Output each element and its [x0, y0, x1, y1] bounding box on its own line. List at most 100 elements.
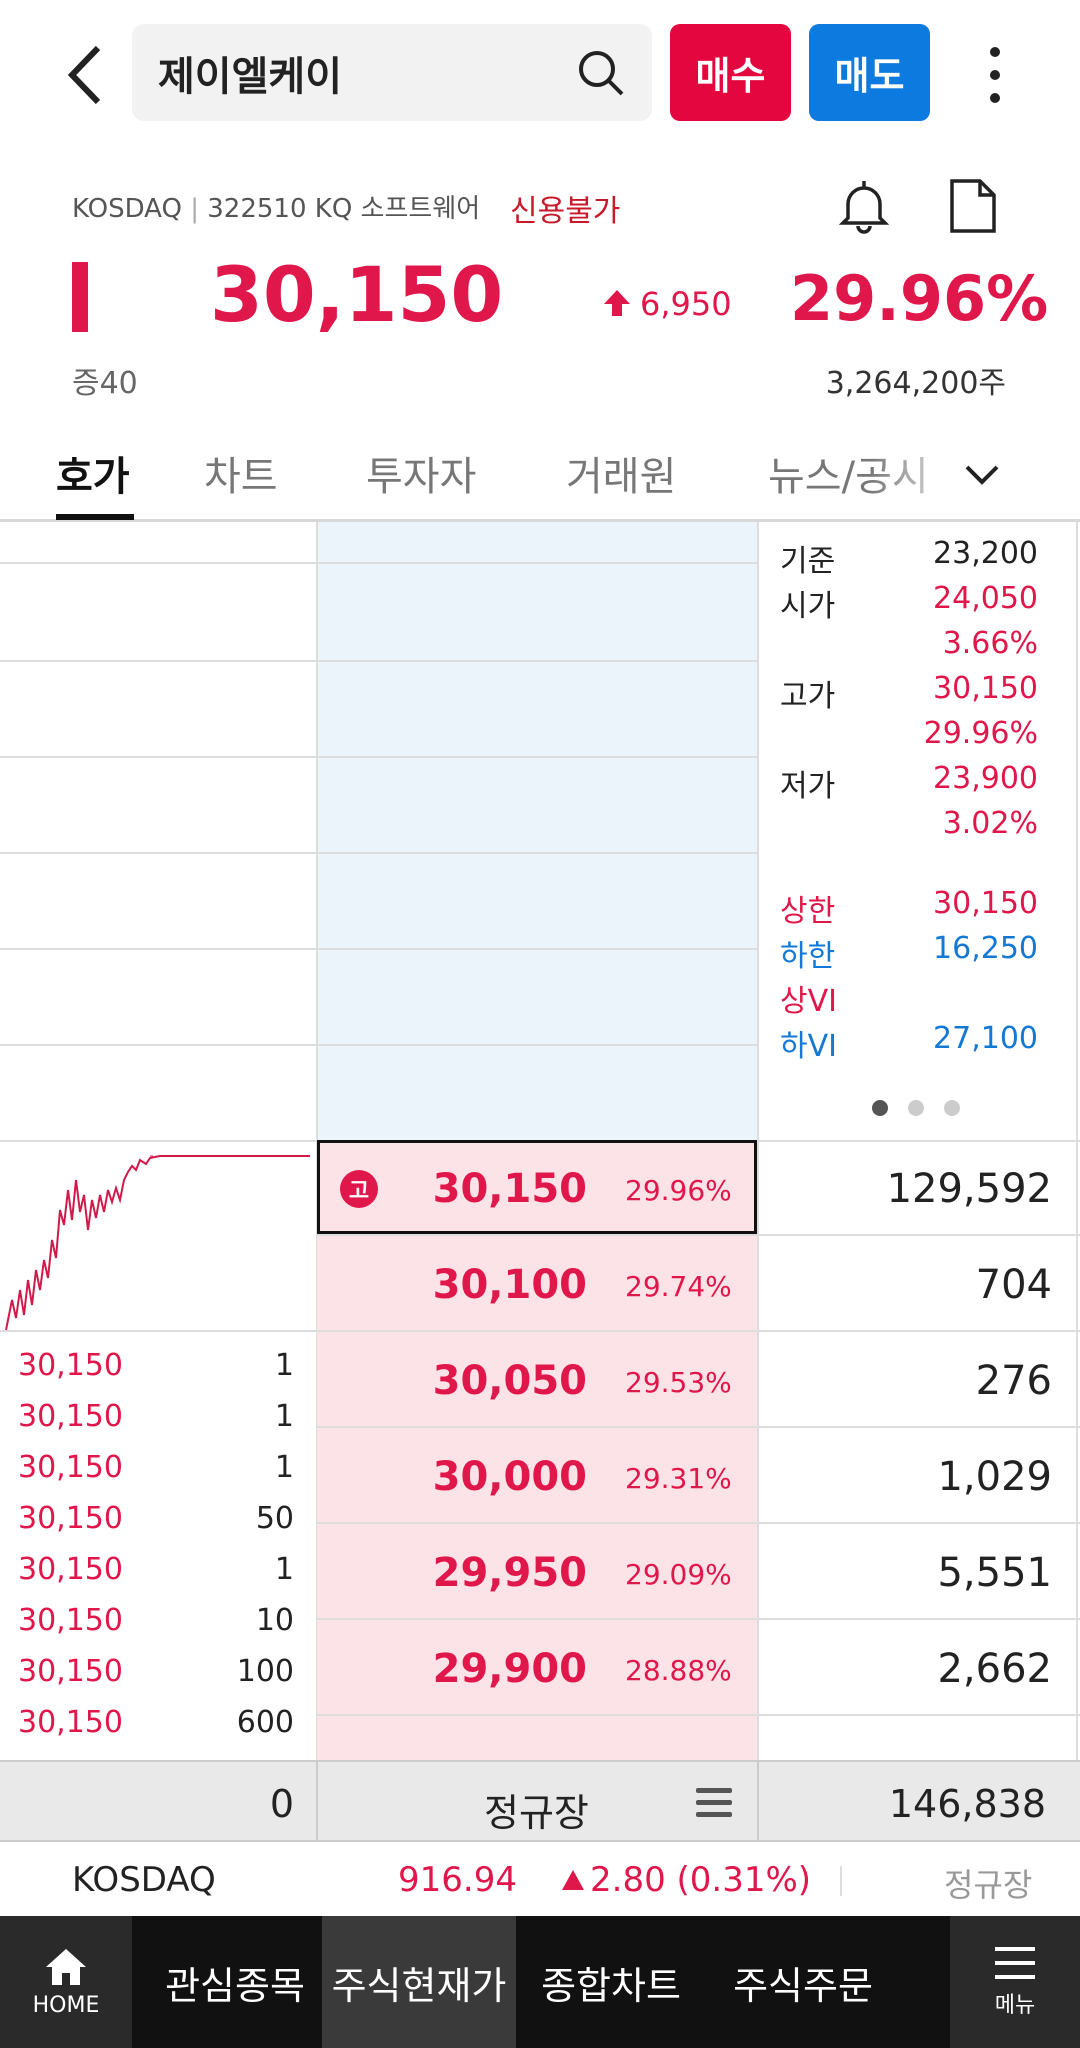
change-percent: 29.96%	[790, 262, 1049, 335]
tab-broker[interactable]: 거래원	[566, 454, 677, 500]
bid-price: 29,900	[432, 1646, 587, 1692]
info-value: 3.66%	[942, 626, 1038, 661]
index-ticker[interactable]	[0, 1842, 1080, 1916]
orderbook-footer	[0, 1760, 1080, 1842]
hamburger-icon	[995, 1947, 1035, 1979]
info-label: 상VI	[780, 984, 837, 1019]
margin-rate: 증40	[72, 366, 138, 401]
info-label: 저가	[780, 769, 836, 804]
page-dot	[872, 1100, 888, 1116]
bid-row[interactable]	[317, 1620, 757, 1716]
bid-row[interactable]	[317, 1524, 757, 1620]
document-icon[interactable]	[946, 178, 998, 234]
page-dot	[944, 1100, 960, 1116]
trade-price: 30,150	[18, 1705, 123, 1740]
tab-orderbook[interactable]: 호가	[56, 454, 130, 500]
back-arrow-icon[interactable]	[60, 40, 110, 110]
bid-row-highlight[interactable]	[317, 1140, 757, 1234]
grid-line	[757, 522, 759, 1760]
bid-row[interactable]	[317, 1428, 757, 1524]
nav-home[interactable]: HOME	[0, 1916, 132, 2048]
bid-price: 29,950	[432, 1550, 587, 1596]
current-price: 30,150	[210, 250, 504, 339]
bid-percent: 29.53%	[625, 1366, 732, 1399]
stock-code-info: 322510 KQ 소프트웨어	[207, 194, 481, 224]
grid-line	[0, 1330, 1080, 1332]
trade-quantity: 600	[236, 1705, 294, 1740]
grid-line	[316, 1762, 318, 1840]
trade-quantity: 1	[274, 1552, 294, 1587]
session-label: 정규장	[484, 1791, 589, 1835]
info-value: 16,250	[933, 931, 1038, 966]
high-price-badge: 고	[340, 1170, 378, 1208]
grid-line	[317, 1234, 1080, 1236]
nav-order[interactable]: 주식주문	[733, 1963, 873, 2008]
grid-line	[317, 1426, 1080, 1428]
bid-percent: 28.88%	[625, 1654, 732, 1687]
bid-quantity: 704	[975, 1262, 1052, 1308]
menu-lines-icon[interactable]	[694, 1784, 734, 1822]
tab-active-underline	[56, 514, 134, 520]
trade-price: 30,150	[18, 1399, 123, 1434]
bell-icon[interactable]	[834, 178, 894, 234]
sell-button[interactable]: 매도	[809, 24, 930, 121]
market-name: KOSDAQ	[72, 194, 182, 224]
info-value: 30,150	[933, 886, 1038, 921]
bid-percent: 29.74%	[625, 1270, 732, 1303]
info-value: 24,050	[933, 581, 1038, 616]
bid-price: 30,050	[432, 1358, 587, 1404]
bid-row[interactable]	[317, 1332, 757, 1428]
grid-line	[0, 756, 757, 758]
info-label: 상한	[780, 894, 836, 929]
bid-price: 30,000	[432, 1454, 587, 1500]
trade-quantity: 1	[274, 1399, 294, 1434]
stock-search-box[interactable]: 제이엘케이	[132, 24, 652, 121]
up-triangle-icon	[562, 1870, 584, 1890]
page-indicator[interactable]	[872, 1100, 980, 1120]
nav-current-price[interactable]: 주식현재가	[322, 1916, 516, 2048]
grid-line	[317, 1714, 1080, 1716]
tab-investor[interactable]: 투자자	[366, 454, 477, 500]
grid-line	[0, 562, 317, 564]
chevron-down-icon[interactable]	[962, 454, 1002, 494]
grid-line	[317, 1522, 1080, 1524]
bid-quantity: 2,662	[937, 1646, 1052, 1692]
bid-percent: 29.09%	[625, 1558, 732, 1591]
bid-percent: 29.96%	[625, 1174, 732, 1207]
up-arrow-icon	[604, 290, 630, 316]
info-value: 30,150	[933, 671, 1038, 706]
index-change: 2.80 (0.31%)	[590, 1860, 812, 1900]
nav-watchlist[interactable]: 관심종목	[165, 1963, 305, 2008]
trade-price: 30,150	[18, 1552, 123, 1587]
trade-quantity: 1	[274, 1450, 294, 1485]
grid-line	[757, 1762, 759, 1840]
grid-line	[317, 562, 757, 564]
tab-chart[interactable]: 차트	[204, 454, 278, 500]
bid-row[interactable]	[317, 1236, 757, 1332]
trade-price: 30,150	[18, 1348, 123, 1383]
info-label: 하한	[780, 939, 836, 974]
intraday-chart	[5, 1155, 310, 1331]
info-value: 3.02%	[942, 806, 1038, 841]
trade-price: 30,150	[18, 1603, 123, 1638]
info-value: 23,900	[933, 761, 1038, 796]
stock-meta: KOSDAQ | 322510 KQ 소프트웨어	[72, 194, 481, 224]
info-label: 기준	[780, 544, 836, 579]
grid-line	[0, 660, 757, 662]
trade-price: 30,150	[18, 1450, 123, 1485]
price-change: 6,950	[640, 285, 732, 323]
search-icon[interactable]	[576, 48, 626, 98]
nav-menu[interactable]: 메뉴	[950, 1916, 1080, 2048]
bid-price: 30,150	[432, 1166, 587, 1212]
nav-fade	[890, 1916, 950, 2048]
grid-line	[0, 1044, 757, 1046]
nav-chart[interactable]: 종합차트	[541, 1963, 681, 2008]
trade-quantity: 10	[255, 1603, 294, 1638]
bid-price: 30,100	[432, 1262, 587, 1308]
credit-status: 신용불가	[510, 194, 621, 229]
more-options-icon[interactable]	[978, 40, 1012, 110]
buy-button[interactable]: 매수	[670, 24, 791, 121]
trade-quantity: 100	[236, 1654, 294, 1689]
price-indicator-bar	[72, 262, 88, 332]
page-dot	[908, 1100, 924, 1116]
